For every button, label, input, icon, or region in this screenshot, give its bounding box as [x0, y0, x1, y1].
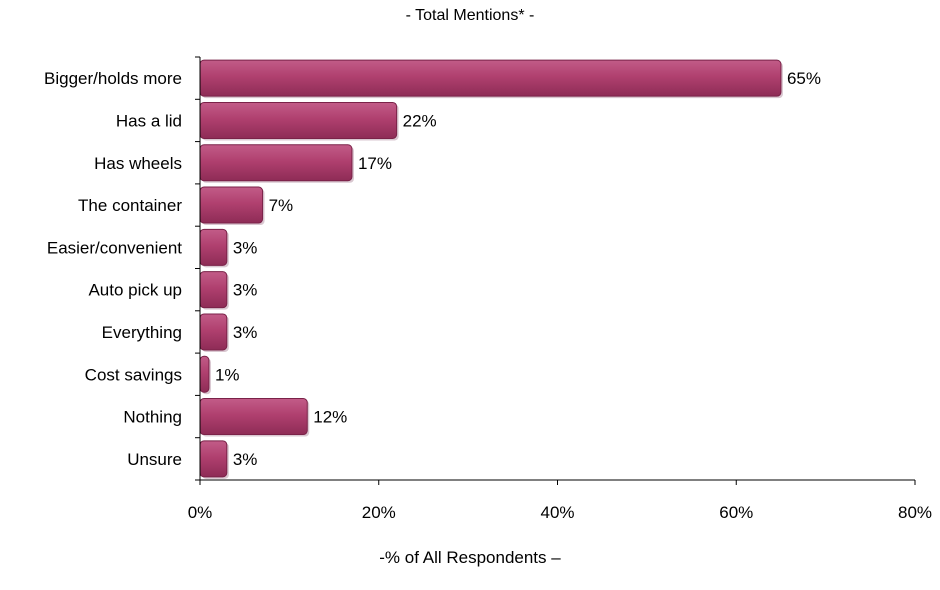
bar [199, 186, 264, 224]
x-axis-title: -% of All Respondents – [379, 548, 561, 567]
category-label: Has a lid [116, 111, 182, 130]
data-label: 17% [358, 154, 392, 173]
bar [199, 440, 228, 478]
bar [199, 355, 210, 393]
category-label: Has wheels [94, 154, 182, 173]
category-label: Bigger/holds more [44, 69, 182, 88]
bar [199, 398, 308, 436]
x-tick-label: 60% [719, 503, 753, 522]
bar [199, 228, 228, 266]
x-tick-label: 40% [540, 503, 574, 522]
bar [199, 101, 398, 139]
data-label: 22% [403, 111, 437, 130]
x-tick-label: 80% [898, 503, 932, 522]
axes [195, 56, 916, 485]
data-label: 3% [233, 238, 258, 257]
category-label: Easier/convenient [47, 238, 182, 257]
category-label: The container [78, 196, 182, 215]
data-label: 12% [313, 408, 347, 427]
bar [199, 313, 228, 351]
data-label: 3% [233, 450, 258, 469]
data-label: 3% [233, 323, 258, 342]
category-label: Auto pick up [88, 281, 182, 300]
bar [199, 59, 782, 97]
category-label: Everything [102, 323, 182, 342]
chart-title: - Total Mentions* - [405, 7, 535, 24]
data-label: 3% [233, 281, 258, 300]
x-tick-label: 20% [362, 503, 396, 522]
x-tick-label: 0% [188, 503, 213, 522]
data-label: 7% [269, 196, 294, 215]
data-label: 1% [215, 365, 240, 384]
labels-layer: Bigger/holds more 65% Has a lid 22% Has whee… [44, 69, 932, 522]
data-label: 65% [787, 69, 821, 88]
bar [199, 271, 228, 309]
category-label: Nothing [123, 408, 182, 427]
category-label: Cost savings [85, 365, 182, 384]
bar [199, 144, 353, 182]
bars-layer [199, 59, 783, 479]
category-label: Unsure [127, 450, 182, 469]
